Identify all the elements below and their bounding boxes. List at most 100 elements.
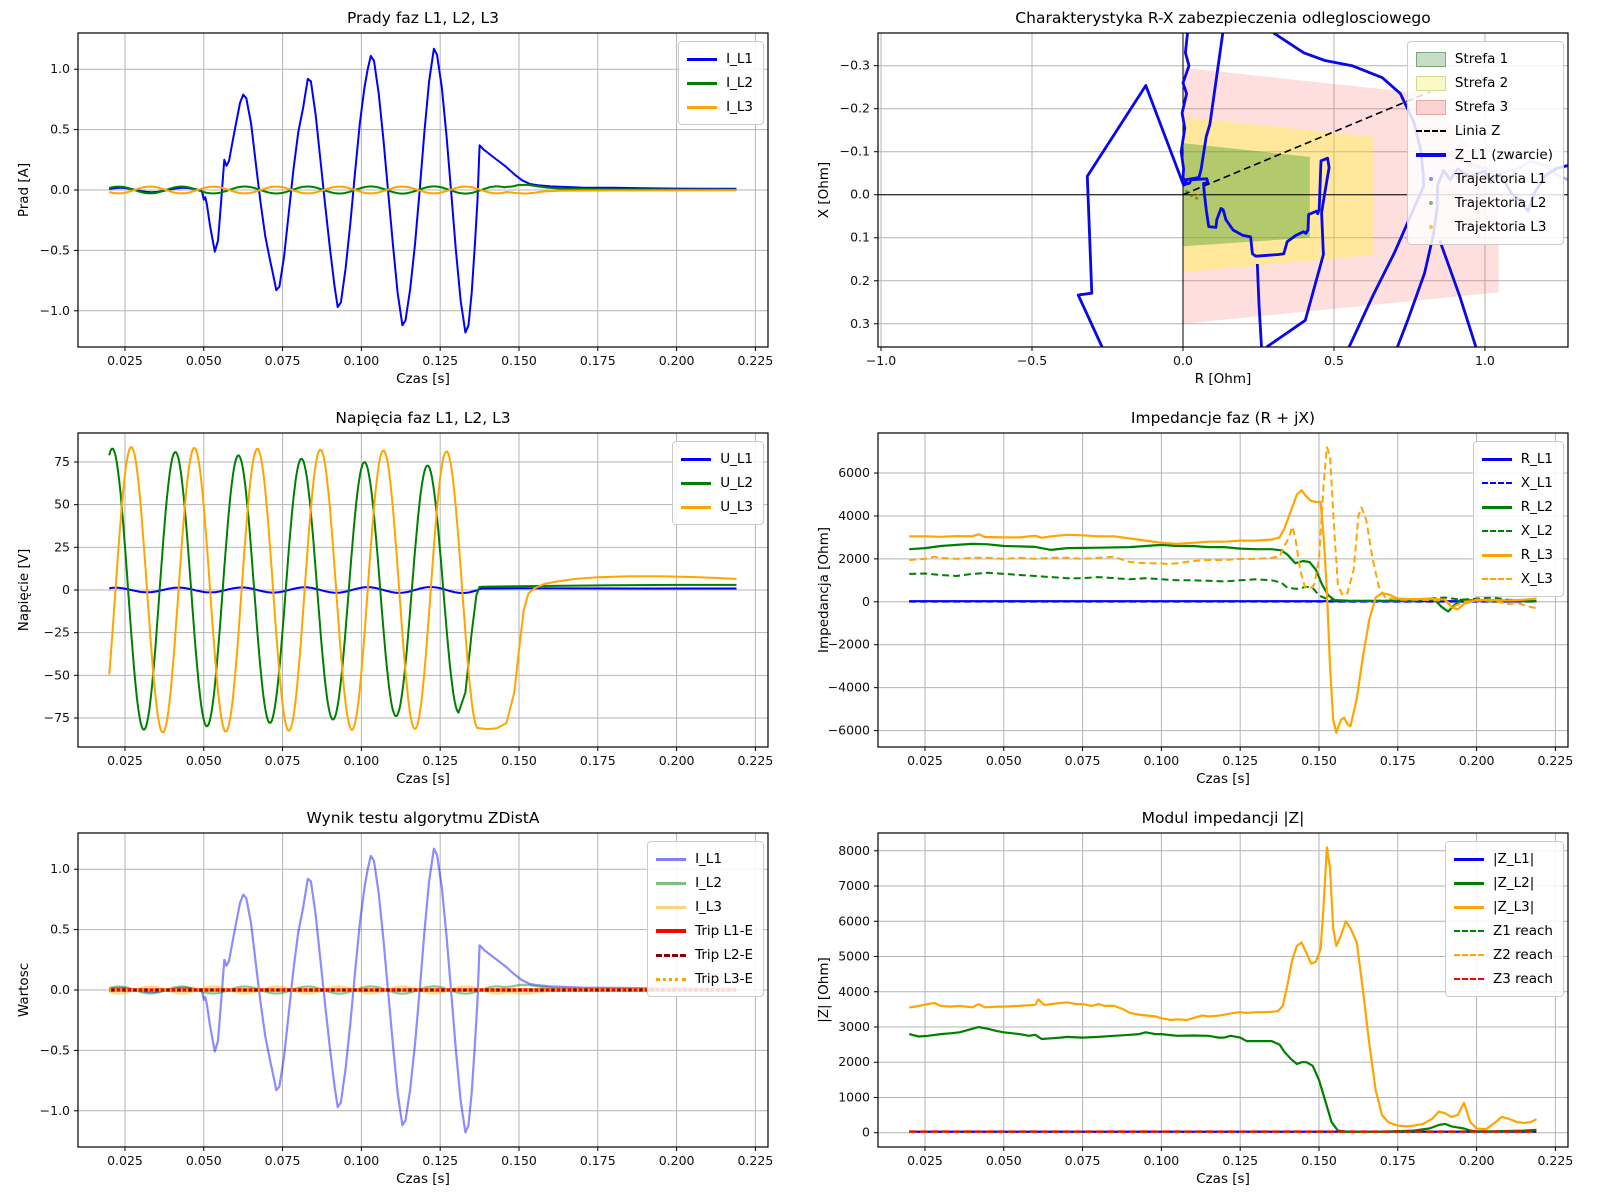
series-I_L1 bbox=[109, 47, 737, 334]
legend-swatch-line-icon bbox=[1481, 457, 1512, 461]
legend-entry-Strefa 2: Strefa 2 bbox=[1415, 71, 1553, 95]
legend-swatch-line-icon bbox=[1454, 978, 1485, 980]
legend-label: X_L1 bbox=[1520, 475, 1553, 491]
x-tick-label: 0.5 bbox=[1324, 353, 1344, 368]
legend-label: U_L3 bbox=[720, 499, 753, 515]
legend-zdista: I_L1 I_L2 I_L3 Trip L1-E Trip L2-E Trip L3-E bbox=[647, 841, 764, 997]
legend-label: Trip L1-E bbox=[695, 923, 753, 939]
subplot-z-modulus: Modul impedancji |Z| |Z| [Ohm] 0.025 0.05… bbox=[800, 800, 1600, 1200]
y-tick-label: 0.5 bbox=[50, 922, 70, 937]
y-tick-label: 4000 bbox=[838, 508, 870, 523]
series-Trajektoria L3 bbox=[1196, 193, 1200, 198]
plot-title: Charakterystyka R-X zabezpieczenia odleg… bbox=[1015, 9, 1431, 27]
x-tick-label: 0.150 bbox=[501, 753, 537, 768]
x-tick-label: 0.125 bbox=[1222, 1153, 1258, 1168]
legend-swatch-marker-icon bbox=[1416, 177, 1446, 181]
legend-swatch-line-icon bbox=[687, 81, 718, 85]
legend-swatch-line-icon bbox=[1415, 153, 1446, 157]
legend-swatch-line-icon bbox=[656, 881, 687, 885]
x-tick-label: 0.225 bbox=[737, 1153, 773, 1168]
tick-labels: 0.025 0.050 0.075 0.100 0.125 0.150 0.175 0.200… bbox=[44, 454, 774, 768]
legend-label: I_L1 bbox=[726, 51, 753, 67]
x-tick-label: 0.025 bbox=[107, 1153, 143, 1168]
series-Z_L1 (zwarcie) bbox=[1182, 33, 1331, 347]
x-tick-label: 0.075 bbox=[265, 1153, 301, 1168]
x-tick-label: 0.200 bbox=[1459, 753, 1495, 768]
legend-entry-I_L2: I_L2 bbox=[656, 871, 753, 895]
legend-label: |Z_L2| bbox=[1493, 875, 1535, 891]
series-Trajektoria L2 bbox=[1189, 193, 1194, 198]
legend-swatch-line-icon bbox=[1454, 954, 1485, 956]
legend-entry-|Z_L1|: |Z_L1| bbox=[1454, 847, 1553, 871]
y-tick-label: 7000 bbox=[838, 878, 870, 893]
x-tick-label: 0.175 bbox=[1380, 753, 1416, 768]
legend-entry-R_L1: R_L1 bbox=[1481, 447, 1553, 471]
y-tick-label: −2000 bbox=[828, 637, 870, 652]
axes-spines bbox=[877, 832, 1569, 1148]
legend-entry-Strefa 1: Strefa 1 bbox=[1415, 47, 1553, 71]
series-|Z_L2| bbox=[908, 1025, 1537, 1134]
legend-label: Trip L3-E bbox=[695, 971, 753, 987]
y-tick-label: 1.0 bbox=[50, 61, 70, 76]
y-tick-label: 0 bbox=[862, 594, 870, 609]
plot-title: Wynik testu algorytmu ZDistA bbox=[306, 809, 540, 827]
legend-swatch-patch-icon bbox=[1415, 99, 1446, 115]
legend-rx: Strefa 1 Strefa 2 Strefa 3 Linia Z Z_L1 (zwa… bbox=[1406, 41, 1564, 245]
legend-label: |Z_L3| bbox=[1493, 899, 1535, 915]
x-tick-label: 0.150 bbox=[1301, 1153, 1337, 1168]
x-axis-label: Czas [s] bbox=[396, 1171, 450, 1187]
x-axis-label: Czas [s] bbox=[396, 771, 450, 787]
x-tick-label: 0.050 bbox=[186, 353, 222, 368]
legend-label: Linia Z bbox=[1454, 123, 1501, 139]
y-tick-label: 6000 bbox=[838, 913, 870, 928]
series-U_L1 bbox=[109, 586, 737, 594]
legend-entry-Linia Z: Linia Z bbox=[1415, 119, 1553, 143]
y-tick-label: −50 bbox=[44, 667, 70, 682]
legend-swatch-line-icon bbox=[1481, 578, 1512, 580]
legend-label: Strefa 2 bbox=[1454, 75, 1509, 91]
legend-swatch-line-icon bbox=[1481, 530, 1512, 532]
legend-swatch-line-icon bbox=[1481, 553, 1512, 557]
plot-title: Modul impedancji |Z| bbox=[1141, 809, 1305, 827]
legend-label: Trajektoria L2 bbox=[1454, 195, 1547, 211]
x-tick-label: 0.075 bbox=[265, 353, 301, 368]
grid bbox=[878, 433, 1568, 747]
y-tick-label: −75 bbox=[44, 710, 70, 725]
series-Z_L1 (zwarcie) bbox=[1076, 33, 1191, 347]
series-U_L3 bbox=[108, 446, 737, 734]
y-tick-label: 6000 bbox=[838, 465, 870, 480]
legend-swatch-line-icon bbox=[1415, 130, 1446, 132]
x-tick-label: 0.200 bbox=[1459, 1153, 1495, 1168]
legend-currents: I_L1 I_L2 I_L3 bbox=[678, 41, 764, 125]
y-tick-label: 0.2 bbox=[850, 273, 870, 288]
legend-label: |Z_L1| bbox=[1493, 851, 1535, 867]
legend-entry-I_L2: I_L2 bbox=[687, 71, 753, 95]
ticks bbox=[874, 472, 1556, 751]
series-R_L3 bbox=[909, 489, 1537, 734]
y-tick-label: 75 bbox=[54, 454, 70, 469]
legend-entry-X_L2: X_L2 bbox=[1481, 519, 1553, 543]
legend-swatch-line-icon bbox=[681, 505, 712, 509]
y-tick-label: 0.3 bbox=[850, 316, 870, 331]
legend-label: Strefa 1 bbox=[1454, 51, 1509, 67]
ticks bbox=[874, 850, 1556, 1151]
series-U_L2 bbox=[108, 447, 737, 731]
subplot-voltages: Napięcia faz L1, L2, L3 Napięcie [V] 0.0… bbox=[0, 400, 800, 800]
legend-entry-U_L1: U_L1 bbox=[681, 447, 753, 471]
y-tick-label: −1.0 bbox=[40, 303, 70, 318]
legend-label: U_L1 bbox=[720, 451, 753, 467]
legend-swatch-line-icon bbox=[681, 457, 712, 461]
legend-entry-I_L1: I_L1 bbox=[656, 847, 753, 871]
subplot-impedances: Impedancje faz (R + jX) Impedancja [Ohm]… bbox=[800, 400, 1600, 800]
legend-swatch-line-icon bbox=[1481, 505, 1512, 509]
legend-entry-R_L3: R_L3 bbox=[1481, 543, 1553, 567]
y-tick-label: 5000 bbox=[838, 949, 870, 964]
plot-canvas-voltages: 0.025 0.050 0.075 0.100 0.125 0.150 0.175 0.200… bbox=[44, 432, 774, 768]
x-tick-label: 0.150 bbox=[1301, 753, 1337, 768]
legend-label: Trajektoria L3 bbox=[1454, 219, 1547, 235]
legend-impedances: R_L1 X_L1 R_L2 X_L2 R_L3 X_L3 bbox=[1472, 441, 1564, 597]
subplot-rx-characteristic: Charakterystyka R-X zabezpieczenia odleg… bbox=[800, 0, 1600, 400]
tick-labels: −1.0 −0.5 0.0 0.5 1.0 −0.3 −0.2 −0.1 0.0 0.1 0.2 0.… bbox=[840, 58, 1495, 368]
axes-spines bbox=[877, 32, 1569, 348]
x-tick-label: 1.0 bbox=[1475, 353, 1495, 368]
